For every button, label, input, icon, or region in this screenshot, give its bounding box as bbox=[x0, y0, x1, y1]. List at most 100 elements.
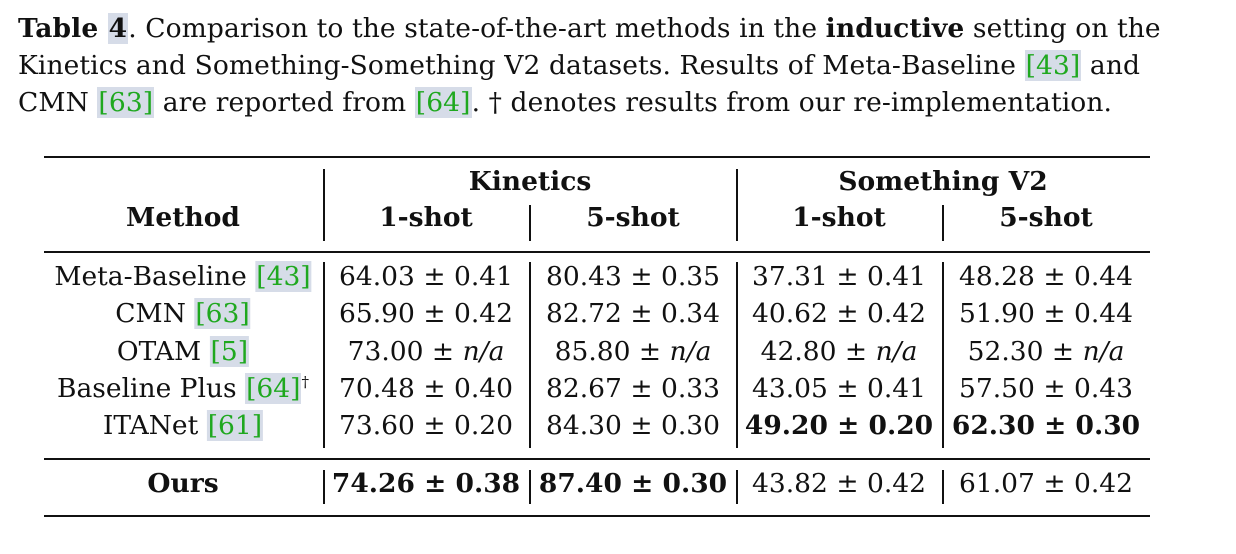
divider-ours-3 bbox=[736, 470, 738, 504]
cell-value: 40.62 bbox=[752, 298, 828, 329]
cell-pm: ± bbox=[414, 468, 456, 499]
cell-error: 0.41 bbox=[866, 261, 926, 292]
divider-ours-2 bbox=[529, 470, 531, 504]
cell-error: 0.44 bbox=[1073, 298, 1133, 329]
cell-value: 51.90 bbox=[959, 298, 1035, 329]
method-label: ITANet bbox=[102, 410, 207, 441]
cell-pm: ± bbox=[1034, 410, 1076, 441]
header-shot: 5-shot bbox=[586, 202, 680, 233]
method-name-ours: Ours bbox=[147, 468, 219, 499]
table-cell: 87.40 ± 0.30 bbox=[539, 468, 727, 499]
table-top-rule bbox=[44, 156, 1150, 158]
divider-ours-4 bbox=[942, 470, 944, 504]
caption-label: Table 4 bbox=[18, 13, 129, 44]
cell-pm: ± bbox=[414, 410, 454, 441]
method-label: Baseline Plus bbox=[57, 373, 246, 404]
cell-value: 70.48 bbox=[339, 373, 415, 404]
cell-value: 74.26 bbox=[331, 468, 415, 499]
cell-value: 37.31 bbox=[752, 261, 828, 292]
method-name: Baseline Plus [64]† bbox=[57, 373, 309, 404]
cell-error: 0.42 bbox=[866, 468, 926, 499]
cell-error: n/a bbox=[669, 336, 712, 367]
citation-link[interactable]: [64] bbox=[245, 373, 302, 404]
cell-error: 0.38 bbox=[455, 468, 521, 499]
cell-pm: ± bbox=[827, 298, 867, 329]
cell-error: 0.42 bbox=[1073, 468, 1133, 499]
table-cell: 85.80 ± n/a bbox=[555, 336, 712, 367]
cell-pm: ± bbox=[621, 468, 663, 499]
cell-error: 0.30 bbox=[1075, 410, 1141, 441]
cell-error: 0.43 bbox=[1073, 373, 1133, 404]
citation-link[interactable]: [64] bbox=[414, 87, 472, 118]
divider-kinetics-shots bbox=[529, 205, 531, 241]
table-cell: 61.07 ± 0.42 bbox=[959, 468, 1133, 499]
cell-error: 0.42 bbox=[453, 298, 513, 329]
caption-emphasis: inductive bbox=[825, 13, 965, 44]
citation-link[interactable]: [43] bbox=[1024, 50, 1082, 81]
table-cell: 74.26 ± 0.38 bbox=[332, 468, 520, 499]
cell-value: 43.82 bbox=[752, 468, 828, 499]
divider-ours-1 bbox=[323, 470, 325, 504]
table-cell: 43.05 ± 0.41 bbox=[752, 373, 926, 404]
cell-pm: ± bbox=[1034, 373, 1074, 404]
cell-error: 0.35 bbox=[660, 261, 720, 292]
table-cell: 49.20 ± 0.20 bbox=[745, 410, 933, 441]
citation-link[interactable]: [63] bbox=[194, 298, 251, 329]
table-header-rule bbox=[44, 251, 1150, 253]
table-cell: 84.30 ± 0.30 bbox=[546, 410, 720, 441]
cell-pm: ± bbox=[630, 336, 670, 367]
header-method: Method bbox=[126, 202, 240, 233]
cell-error: 0.44 bbox=[1073, 261, 1133, 292]
cell-pm: ± bbox=[621, 261, 661, 292]
cell-value: 57.50 bbox=[959, 373, 1035, 404]
cell-value: 73.00 bbox=[347, 336, 424, 367]
table-cell: 82.72 ± 0.34 bbox=[546, 298, 720, 329]
table-cell: 40.62 ± 0.42 bbox=[752, 298, 926, 329]
header-shot: 1-shot bbox=[792, 202, 886, 233]
header-shot: 5-shot bbox=[999, 202, 1093, 233]
cell-error: 0.20 bbox=[453, 410, 513, 441]
table-cell: 82.67 ± 0.33 bbox=[546, 373, 720, 404]
cell-value: 84.30 bbox=[546, 410, 622, 441]
cell-error: 0.40 bbox=[453, 373, 513, 404]
table-cell: 62.30 ± 0.30 bbox=[952, 410, 1140, 441]
cell-value: 64.03 bbox=[339, 261, 415, 292]
table-cell: 65.90 ± 0.42 bbox=[339, 298, 513, 329]
table-cell: 57.50 ± 0.43 bbox=[959, 373, 1133, 404]
cell-pm: ± bbox=[827, 261, 867, 292]
header-group-ssv2: Something V2 bbox=[838, 166, 1048, 197]
cell-pm: ± bbox=[1034, 298, 1074, 329]
table-bottom-rule bbox=[44, 515, 1150, 517]
cell-error: 0.33 bbox=[660, 373, 720, 404]
cell-error: 0.30 bbox=[660, 410, 720, 441]
table-caption: Table 4. Comparison to the state-of-the-… bbox=[18, 13, 1161, 118]
table-cell: 64.03 ± 0.41 bbox=[339, 261, 513, 292]
divider-body-3 bbox=[736, 262, 738, 448]
method-name: Meta-Baseline [43] bbox=[54, 261, 312, 292]
cell-error: 0.41 bbox=[866, 373, 926, 404]
method-label: OTAM bbox=[116, 336, 210, 367]
cell-pm: ± bbox=[414, 373, 454, 404]
cell-error: n/a bbox=[875, 336, 918, 367]
table-cell: 51.90 ± 0.44 bbox=[959, 298, 1133, 329]
citation-link[interactable]: [5] bbox=[209, 336, 250, 367]
table-cell: 80.43 ± 0.35 bbox=[546, 261, 720, 292]
cell-pm: ± bbox=[1034, 261, 1074, 292]
citation-link[interactable]: [63] bbox=[97, 87, 155, 118]
table-cell: 52.30 ± n/a bbox=[968, 336, 1125, 367]
table-cell: 48.28 ± 0.44 bbox=[959, 261, 1133, 292]
cell-pm: ± bbox=[621, 298, 661, 329]
cell-pm: ± bbox=[621, 410, 661, 441]
reimplementation-mark: † bbox=[301, 373, 309, 392]
citation-link[interactable]: [61] bbox=[206, 410, 264, 441]
table-number: 4 bbox=[107, 13, 129, 44]
divider-body-2 bbox=[529, 262, 531, 448]
cell-value: 65.90 bbox=[339, 298, 415, 329]
citation-link[interactable]: [43] bbox=[255, 261, 312, 292]
table-cell: 42.80 ± n/a bbox=[761, 336, 918, 367]
cell-pm: ± bbox=[414, 298, 454, 329]
divider-body-1 bbox=[323, 262, 325, 448]
table-cell: 37.31 ± 0.41 bbox=[752, 261, 926, 292]
cell-error: n/a bbox=[462, 336, 505, 367]
cell-pm: ± bbox=[621, 373, 661, 404]
